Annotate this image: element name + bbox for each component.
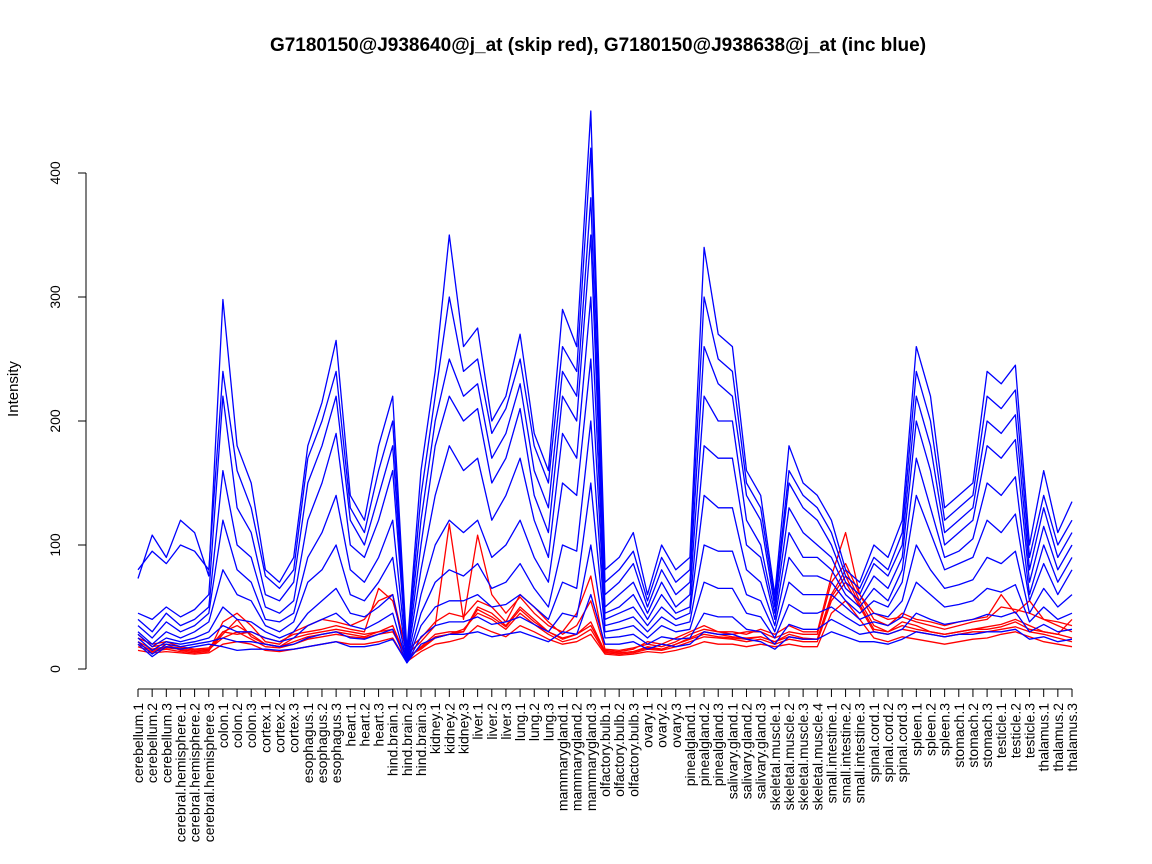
x-tick-label: ovary.2 <box>654 703 670 748</box>
x-tick-label: kidney.2 <box>441 703 457 754</box>
series-line <box>137 544 1073 664</box>
x-tick-label: spinal.cord.1 <box>866 703 882 783</box>
x-tick-label: heart.2 <box>356 703 372 747</box>
x-tick-label: liver.1 <box>470 703 486 740</box>
x-tick-label: heart.3 <box>371 703 387 747</box>
x-tick-label: hind.brain.1 <box>385 703 401 776</box>
x-tick-label: cortex.2 <box>272 703 288 753</box>
series-line <box>137 562 1073 652</box>
x-tick-label: pinealgland.1 <box>682 703 698 787</box>
x-tick-label: salivary.gland.2 <box>739 703 755 799</box>
x-tick-label: thalamus.3 <box>1064 703 1080 772</box>
x-tick-label: colon.2 <box>229 703 245 748</box>
y-tick-label: 200 <box>47 409 63 433</box>
x-tick-label: cerebellum.3 <box>158 703 174 783</box>
x-tick-label: hind.brain.2 <box>399 703 415 776</box>
x-tick-label: esophagus.1 <box>300 703 316 783</box>
x-tick-label: pinealgland.2 <box>696 703 712 787</box>
x-tick-label: spleen.1 <box>908 703 924 756</box>
x-axis: cerebellum.1cerebellum.2cerebellum.3cere… <box>130 688 1080 843</box>
x-tick-label: stomach.1 <box>951 703 967 768</box>
x-tick-label: small.intestine.2 <box>838 703 854 804</box>
y-tick-label: 0 <box>47 665 63 673</box>
y-tick-label: 300 <box>47 285 63 309</box>
x-tick-label: stomach.3 <box>979 703 995 768</box>
x-tick-label: mammarygland.2 <box>569 703 585 811</box>
x-tick-label: salivary.gland.3 <box>753 703 769 799</box>
series-line <box>137 482 1073 664</box>
x-tick-label: liver.2 <box>484 703 500 740</box>
x-tick-label: kidney.1 <box>427 703 443 754</box>
x-tick-label: liver.3 <box>498 703 514 740</box>
x-tick-label: testicle.1 <box>993 703 1009 758</box>
x-tick-label: lung.3 <box>540 703 556 741</box>
x-tick-label: cerebral.hemisphere.2 <box>187 703 203 843</box>
y-tick-label: 100 <box>47 533 63 557</box>
y-axis-label: Intensity <box>5 361 22 417</box>
x-tick-label: cortex.1 <box>257 703 273 753</box>
x-tick-label: small.intestine.1 <box>823 703 839 804</box>
x-tick-label: skeletal.muscle.2 <box>781 703 797 811</box>
series-line <box>137 575 1073 659</box>
x-tick-label: cerebral.hemisphere.3 <box>201 703 217 843</box>
x-tick-label: thalamus.1 <box>1036 703 1052 772</box>
x-tick-label: thalamus.2 <box>1050 703 1066 772</box>
x-tick-label: cerebellum.2 <box>144 703 160 783</box>
x-tick-label: lung.2 <box>526 703 542 741</box>
x-tick-label: small.intestine.3 <box>852 703 868 804</box>
series-line <box>137 593 1073 664</box>
x-tick-label: salivary.gland.1 <box>724 703 740 799</box>
x-tick-label: pinealgland.3 <box>710 703 726 787</box>
x-tick-label: kidney.3 <box>455 703 471 754</box>
x-tick-label: spleen.3 <box>937 703 953 756</box>
x-tick-label: cerebral.hemisphere.1 <box>172 703 188 843</box>
x-tick-label: colon.1 <box>215 703 231 748</box>
y-axis: 0 100 200 300 400 <box>47 161 87 673</box>
x-tick-label: esophagus.2 <box>314 703 330 783</box>
x-tick-label: colon.3 <box>243 703 259 748</box>
x-tick-label: spinal.cord.2 <box>880 703 896 783</box>
x-tick-label: skeletal.muscle.1 <box>767 703 783 811</box>
y-tick-label: 400 <box>47 161 63 185</box>
x-tick-label: olfactory.bulb.3 <box>625 703 641 797</box>
x-tick-label: esophagus.3 <box>328 703 344 783</box>
x-tick-label: heart.1 <box>342 703 358 747</box>
x-tick-label: ovary.3 <box>668 703 684 748</box>
x-tick-label: mammarygland.1 <box>555 703 571 811</box>
x-tick-label: spinal.cord.3 <box>894 703 910 783</box>
x-tick-label: cortex.3 <box>286 703 302 753</box>
x-tick-label: ovary.1 <box>639 703 655 748</box>
x-tick-label: mammarygland.3 <box>583 703 599 811</box>
x-tick-label: skeletal.muscle.3 <box>795 703 811 811</box>
x-tick-label: spleen.2 <box>922 703 938 756</box>
series-layer <box>137 110 1073 664</box>
chart-title: G7180150@J938640@j_at (skip red), G71801… <box>270 35 926 56</box>
x-tick-label: testicle.3 <box>1022 703 1038 758</box>
x-tick-label: olfactory.bulb.1 <box>597 703 613 797</box>
x-tick-label: lung.1 <box>512 703 528 741</box>
x-tick-label: hind.brain.3 <box>413 703 429 776</box>
x-tick-label: skeletal.muscle.4 <box>809 703 825 811</box>
x-tick-label: cerebellum.1 <box>130 703 146 783</box>
x-tick-label: testicle.2 <box>1007 703 1023 758</box>
x-tick-label: olfactory.bulb.2 <box>611 703 627 797</box>
x-tick-label: stomach.2 <box>965 703 981 768</box>
